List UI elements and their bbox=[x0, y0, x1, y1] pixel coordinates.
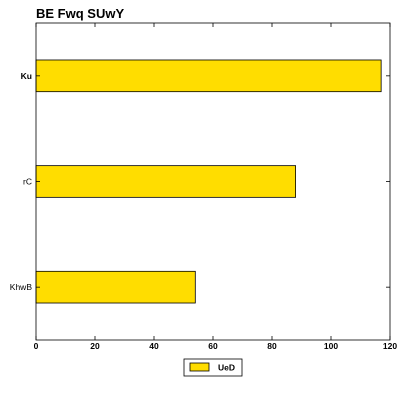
x-tick-label: 100 bbox=[324, 341, 338, 351]
legend: UeD bbox=[183, 358, 243, 377]
x-tick-label: 40 bbox=[149, 341, 159, 351]
x-tick-label: 80 bbox=[267, 341, 277, 351]
bar-Ku bbox=[35, 59, 382, 93]
bar-rC bbox=[35, 165, 297, 198]
y-tick-label: KhwB bbox=[10, 282, 33, 292]
chart-title: BE Fwq SUwY bbox=[36, 6, 124, 21]
x-tick-label: 120 bbox=[383, 341, 397, 351]
y-tick-label: Ku bbox=[21, 71, 32, 81]
legend-label: UeD bbox=[218, 363, 235, 373]
x-tick-label: 20 bbox=[90, 341, 100, 351]
x-tick-label: 0 bbox=[34, 341, 39, 351]
legend-swatch bbox=[189, 362, 210, 372]
bar-KhwB bbox=[35, 270, 196, 304]
y-tick-label: rC bbox=[23, 177, 32, 187]
x-tick-label: 60 bbox=[208, 341, 218, 351]
plot-area: 0 20 40 60 80 100 120 Ku rC KhwB bbox=[10, 22, 397, 351]
